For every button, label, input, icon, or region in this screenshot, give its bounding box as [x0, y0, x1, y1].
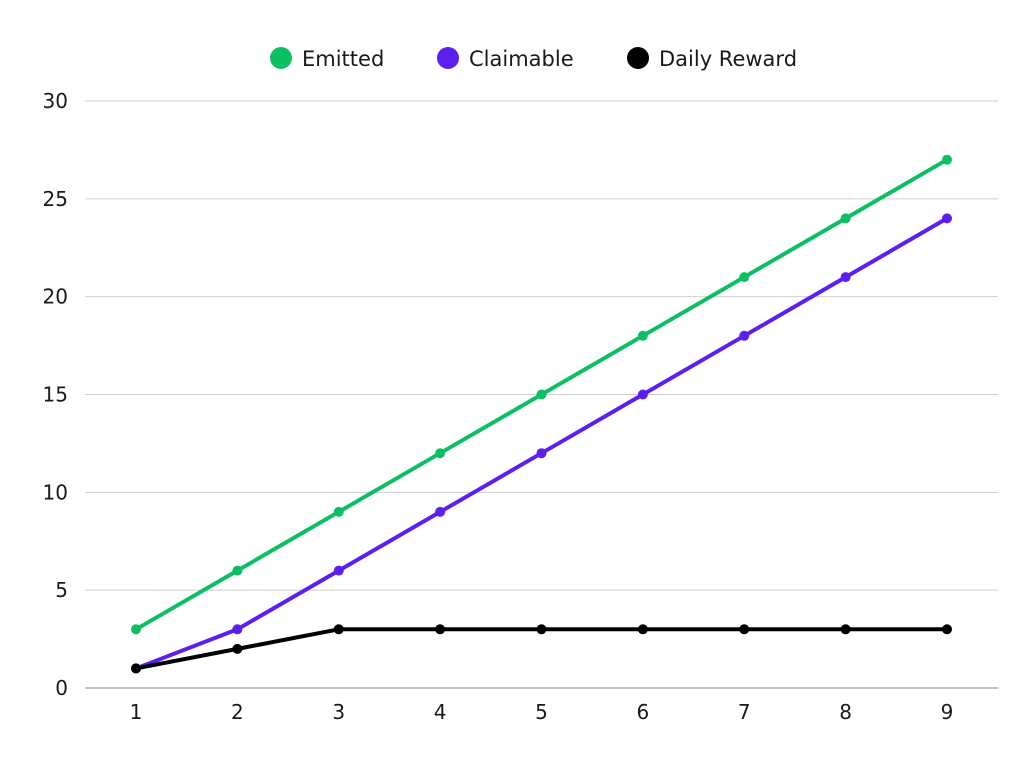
x-tick-label: 7 — [738, 700, 751, 724]
data-point-claimable — [840, 272, 851, 283]
data-point-emitted — [637, 330, 648, 341]
data-point-emitted — [333, 506, 344, 517]
series-emitted — [131, 154, 952, 635]
legend-label: Daily Reward — [659, 47, 797, 71]
x-tick-label: 6 — [637, 700, 650, 724]
data-point-daily-reward — [131, 663, 141, 674]
legend-swatch — [627, 47, 649, 69]
data-point-daily-reward — [840, 624, 851, 635]
series-line-claimable — [134, 216, 949, 671]
y-axis: 0 5 10 15 20 25 30 — [43, 89, 68, 700]
data-point-emitted — [739, 272, 750, 283]
series-claimable — [131, 213, 952, 674]
y-tick-label: 15 — [43, 383, 68, 407]
legend-swatch — [270, 47, 292, 69]
data-point-claimable — [739, 330, 750, 341]
y-tick-label: 20 — [43, 285, 68, 309]
data-point-claimable — [536, 448, 547, 459]
legend-item-emitted: Emitted — [270, 47, 384, 71]
data-point-daily-reward — [637, 624, 648, 635]
data-point-daily-reward — [232, 643, 243, 654]
data-point-daily-reward — [536, 624, 547, 635]
data-point-emitted — [232, 565, 243, 576]
data-point-emitted — [840, 213, 851, 224]
x-tick-label: 4 — [434, 700, 447, 724]
data-point-emitted — [435, 448, 446, 459]
data-point-emitted — [942, 154, 952, 165]
x-axis: 1 2 3 4 5 6 7 8 9 — [85, 687, 998, 724]
data-point-emitted — [536, 389, 547, 400]
data-point-daily-reward — [333, 624, 344, 635]
x-tick-label: 3 — [332, 700, 345, 724]
y-tick-label: 10 — [43, 480, 68, 504]
data-point-claimable — [232, 624, 243, 635]
x-tick-label: 2 — [231, 700, 244, 724]
legend-label: Claimable — [469, 47, 574, 71]
x-tick-label: 5 — [535, 700, 548, 724]
data-point-daily-reward — [942, 624, 952, 635]
y-tick-label: 30 — [43, 89, 68, 113]
data-point-daily-reward — [739, 624, 750, 635]
series-line-daily-reward — [134, 627, 949, 671]
data-point-claimable — [637, 389, 648, 400]
data-point-claimable — [333, 565, 344, 576]
series-lines — [131, 154, 952, 674]
legend: Emitted Claimable Daily Reward — [270, 47, 797, 71]
series-daily-reward — [131, 624, 952, 674]
legend-item-claimable: Claimable — [437, 47, 574, 71]
legend-label: Emitted — [302, 47, 384, 71]
data-point-emitted — [131, 624, 141, 635]
gridlines — [85, 100, 998, 591]
y-tick-label: 5 — [55, 578, 68, 602]
data-point-daily-reward — [435, 624, 446, 635]
x-tick-label: 1 — [130, 700, 143, 724]
x-tick-label: 9 — [941, 700, 954, 724]
data-point-claimable — [942, 213, 952, 224]
y-tick-label: 25 — [43, 187, 68, 211]
y-tick-label: 0 — [55, 676, 68, 700]
x-tick-label: 8 — [839, 700, 852, 724]
legend-item-daily-reward: Daily Reward — [627, 47, 797, 71]
data-point-claimable — [435, 506, 446, 517]
legend-swatch — [437, 47, 459, 69]
